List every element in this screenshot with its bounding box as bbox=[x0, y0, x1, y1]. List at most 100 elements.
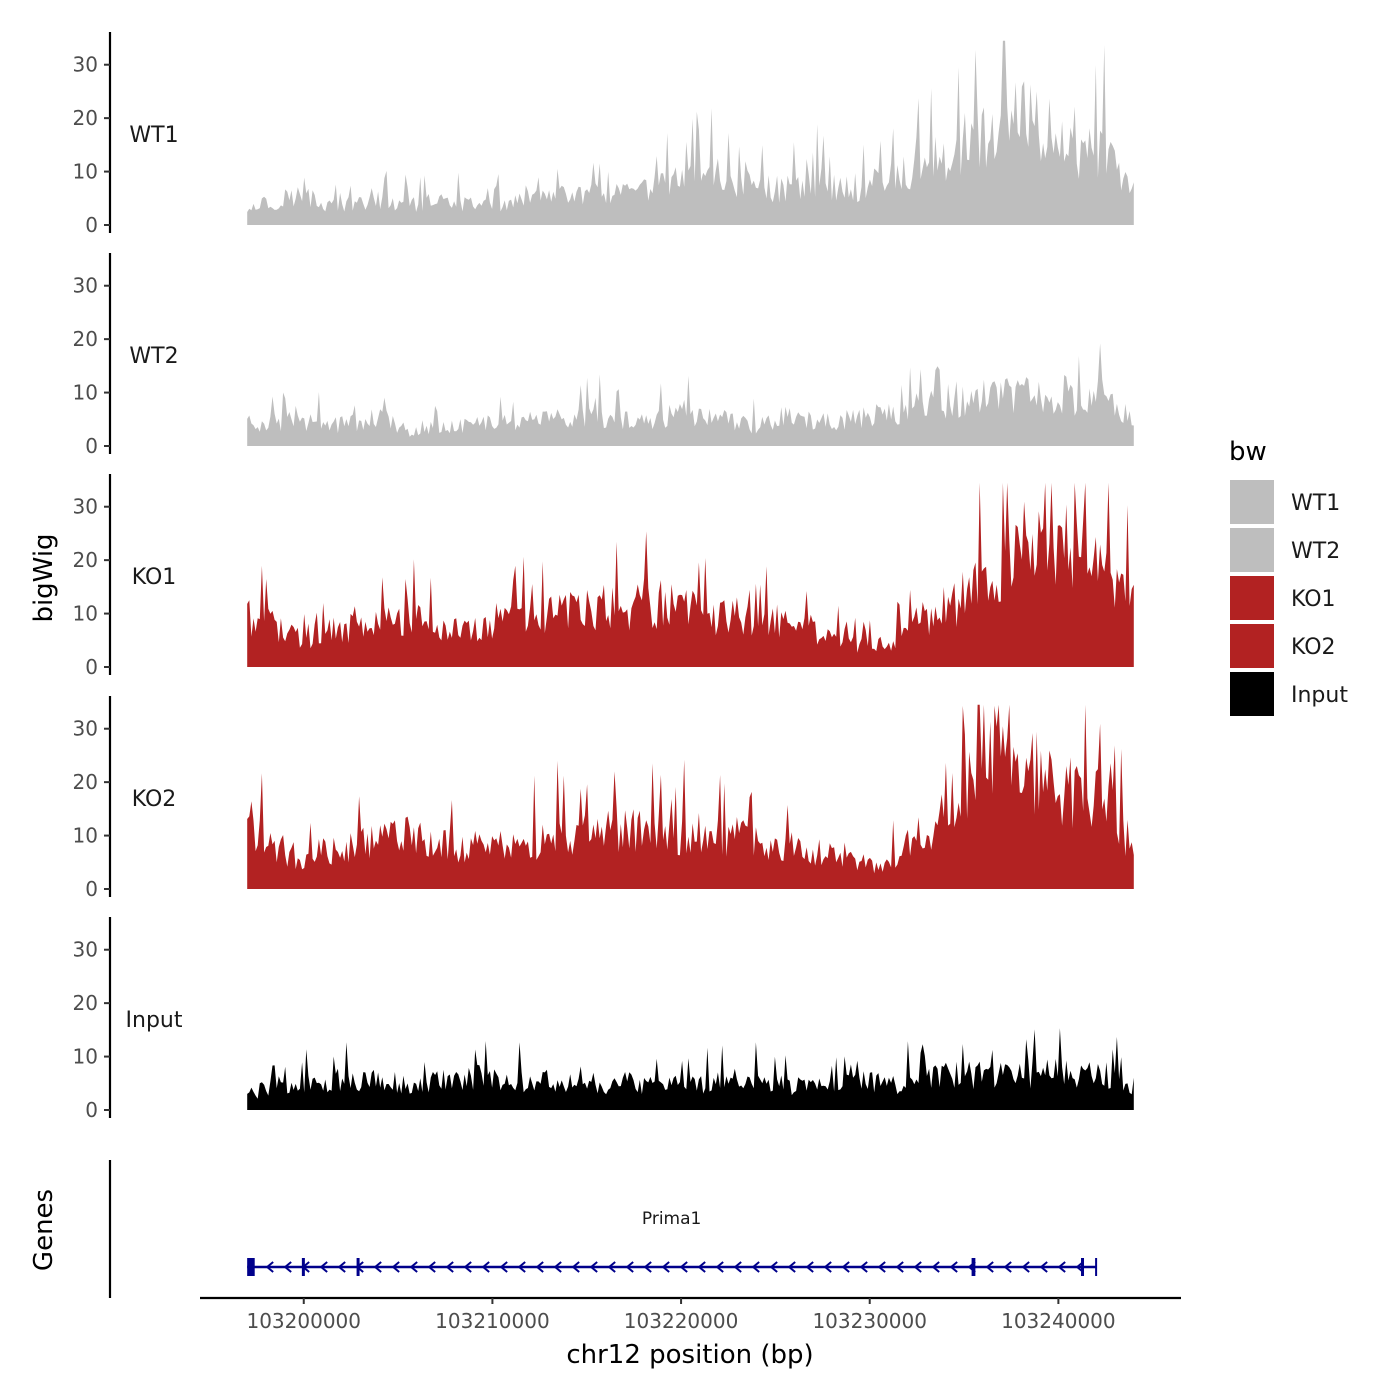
coverage-area-wt1 bbox=[247, 40, 1134, 226]
bigwig-tracks: 0 10 20 30 WT1 0 10 20 30 WT2 0 10 20 30 KO1 0 10 20 30 KO2… bbox=[73, 32, 1134, 1122]
y-tick-label: 10 bbox=[73, 1045, 98, 1069]
strand-arrow bbox=[661, 1261, 670, 1273]
x-axis: 103200000 103210000 103220000 103230000 1032… bbox=[200, 1296, 1181, 1333]
strand-arrow bbox=[517, 1261, 526, 1273]
y-tick-label: 0 bbox=[85, 655, 98, 679]
strand-arrow bbox=[481, 1261, 490, 1273]
strand-arrow bbox=[949, 1261, 958, 1273]
legend-swatch-ko2 bbox=[1230, 624, 1274, 668]
gene-prima1: Prima1 bbox=[247, 1209, 1098, 1276]
track-ko1: 0 10 20 30 KO1 bbox=[73, 474, 1134, 679]
track-label: KO2 bbox=[132, 787, 177, 812]
track-label: WT2 bbox=[129, 344, 178, 369]
strand-arrow bbox=[805, 1261, 814, 1273]
gene-exon bbox=[301, 1258, 305, 1276]
legend: bw WT1 WT2 KO1 KO2 Input bbox=[1229, 437, 1348, 716]
strand-arrow bbox=[1039, 1261, 1048, 1273]
y-tick-label: 30 bbox=[73, 717, 98, 741]
strand-arrow bbox=[751, 1261, 760, 1273]
strand-arrow bbox=[319, 1261, 328, 1273]
strand-arrow bbox=[841, 1261, 850, 1273]
gene-exon bbox=[971, 1258, 976, 1276]
y-tick-label: 0 bbox=[85, 213, 98, 237]
x-tick-label: 103220000 bbox=[624, 1309, 739, 1333]
y-tick-label: 20 bbox=[73, 770, 98, 794]
strand-arrow bbox=[391, 1261, 400, 1273]
strand-arrow bbox=[553, 1261, 562, 1273]
genes-panel: Prima1 bbox=[108, 1160, 1098, 1298]
strand-arrow bbox=[409, 1261, 418, 1273]
track-ko2: 0 10 20 30 KO2 bbox=[73, 696, 1134, 901]
y-tick-label: 0 bbox=[85, 1098, 98, 1122]
legend-label-input: Input bbox=[1291, 683, 1348, 708]
coverage-area-ko2 bbox=[247, 704, 1134, 889]
strand-arrow bbox=[283, 1261, 292, 1273]
x-tick-label: 103200000 bbox=[246, 1309, 361, 1333]
strand-arrow bbox=[877, 1261, 886, 1273]
strand-arrow bbox=[715, 1261, 724, 1273]
strand-arrow bbox=[337, 1261, 346, 1273]
y-tick-label: 10 bbox=[73, 824, 98, 848]
coverage-area-input bbox=[247, 1028, 1134, 1110]
y-tick-label: 30 bbox=[73, 495, 98, 519]
strand-arrow bbox=[463, 1261, 472, 1273]
track-wt1: 0 10 20 30 WT1 bbox=[73, 32, 1134, 237]
strand-arrow bbox=[1057, 1261, 1066, 1273]
y-tick-label: 10 bbox=[73, 160, 98, 184]
gene-label: Prima1 bbox=[642, 1209, 701, 1229]
strand-arrow bbox=[1003, 1261, 1012, 1273]
y-tick-label: 20 bbox=[73, 991, 98, 1015]
gene-exon bbox=[1081, 1258, 1085, 1276]
strand-arrow bbox=[823, 1261, 832, 1273]
legend-swatch-ko1 bbox=[1230, 576, 1274, 620]
y-tick-label: 10 bbox=[73, 602, 98, 626]
x-axis-title: chr12 position (bp) bbox=[566, 1340, 813, 1370]
y-tick-label: 0 bbox=[85, 877, 98, 901]
y-tick-label: 30 bbox=[73, 274, 98, 298]
strand-arrow bbox=[1021, 1261, 1030, 1273]
y-tick-label: 20 bbox=[73, 327, 98, 351]
track-label: Input bbox=[126, 1008, 183, 1033]
strand-arrow bbox=[895, 1261, 904, 1273]
x-tick-label: 103230000 bbox=[812, 1309, 927, 1333]
strand-arrow bbox=[571, 1261, 580, 1273]
strand-arrow bbox=[931, 1261, 940, 1273]
y-tick-label: 30 bbox=[73, 938, 98, 962]
genes-axis-title: Genes bbox=[29, 1189, 59, 1271]
strand-arrow bbox=[697, 1261, 706, 1273]
strand-arrow bbox=[445, 1261, 454, 1273]
strand-arrow bbox=[643, 1261, 652, 1273]
strand-arrow bbox=[787, 1261, 796, 1273]
legend-label-ko2: KO2 bbox=[1291, 635, 1336, 660]
strand-arrow bbox=[499, 1261, 508, 1273]
track-label: WT1 bbox=[129, 123, 178, 148]
y-tick-label: 30 bbox=[73, 53, 98, 77]
coverage-area-ko1 bbox=[247, 482, 1134, 667]
legend-label-ko1: KO1 bbox=[1291, 587, 1336, 612]
track-input: 0 10 20 30 Input bbox=[73, 917, 1134, 1122]
legend-label-wt1: WT1 bbox=[1291, 491, 1340, 516]
legend-title: bw bbox=[1229, 437, 1267, 467]
gene-exon bbox=[356, 1258, 360, 1276]
legend-swatch-input bbox=[1230, 672, 1274, 716]
y-tick-label: 20 bbox=[73, 106, 98, 130]
strand-arrow bbox=[769, 1261, 778, 1273]
strand-arrow bbox=[589, 1261, 598, 1273]
coverage-area-wt2 bbox=[247, 343, 1134, 446]
strand-arrow bbox=[985, 1261, 994, 1273]
y-tick-label: 20 bbox=[73, 548, 98, 572]
x-tick-label: 103210000 bbox=[435, 1309, 550, 1333]
y-tick-label: 10 bbox=[73, 381, 98, 405]
strand-arrow bbox=[607, 1261, 616, 1273]
strand-arrow bbox=[913, 1261, 922, 1273]
y-axis-title: bigWig bbox=[29, 533, 59, 622]
strand-arrow bbox=[427, 1261, 436, 1273]
strand-arrow bbox=[625, 1261, 634, 1273]
legend-swatch-wt2 bbox=[1230, 528, 1274, 572]
strand-arrow bbox=[535, 1261, 544, 1273]
legend-swatch-wt1 bbox=[1230, 480, 1274, 524]
y-tick-label: 0 bbox=[85, 434, 98, 458]
strand-arrow bbox=[679, 1261, 688, 1273]
strand-arrow bbox=[373, 1261, 382, 1273]
